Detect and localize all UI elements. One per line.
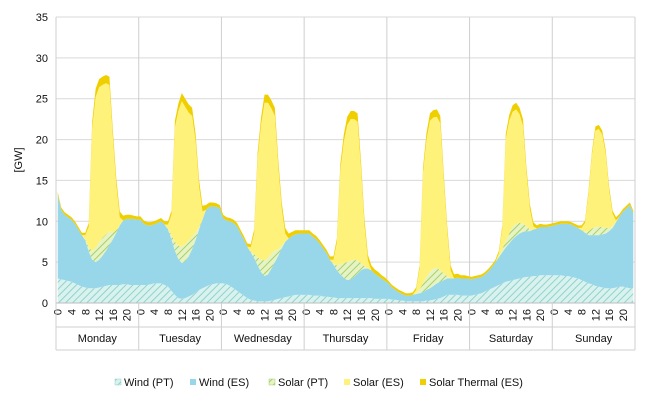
legend-swatch	[114, 378, 122, 386]
legend-label: Solar (PT)	[278, 377, 328, 389]
area-layer	[57, 75, 634, 303]
x-hour-tick-label: 8	[163, 309, 175, 315]
x-hour-tick-label: 4	[480, 309, 492, 315]
x-hour-tick-label: 4	[397, 309, 409, 315]
x-hour-tick-label: 0	[135, 309, 147, 315]
y-tick-label: 25	[36, 94, 48, 106]
x-hour-tick-label: 8	[80, 309, 92, 315]
x-hour-tick-label: 12	[425, 309, 437, 321]
x-hour-tick-label: 4	[315, 309, 327, 315]
x-hour-tick-label: 0	[466, 309, 478, 315]
x-hour-tick-label: 16	[356, 309, 368, 321]
legend: Wind (PT) Wind (ES) Solar (PT) Solar (ES) So…	[114, 377, 523, 389]
x-hour-tick-label: 8	[246, 309, 258, 315]
x-hour-tick-label: 12	[508, 309, 520, 321]
area-wind-pt	[57, 275, 634, 303]
x-hour-tick-label: 20	[453, 309, 465, 321]
x-hour-tick-label: 20	[287, 309, 299, 321]
x-hour-tick-label: 12	[177, 309, 189, 321]
y-tick-label: 0	[42, 298, 48, 310]
legend-swatch	[268, 378, 276, 386]
legend-label: Solar (ES)	[353, 377, 404, 389]
y-tick-label: 30	[36, 53, 48, 65]
day-label: Thursday	[323, 333, 369, 345]
x-hour-tick-label: 20	[370, 309, 382, 321]
legend-label: Wind (PT)	[124, 377, 174, 389]
y-tick-label: 35	[36, 12, 48, 24]
day-label: Sunday	[575, 333, 613, 345]
x-hour-tick-label: 16	[439, 309, 451, 321]
area-solar-es	[57, 83, 634, 296]
legend-swatch	[190, 379, 196, 385]
x-hour-tick-label: 16	[191, 309, 203, 321]
legend-swatch	[344, 379, 350, 385]
x-hour-tick-label: 20	[204, 309, 216, 321]
legend-label: Solar Thermal (ES)	[429, 377, 523, 389]
x-hour-tick-label: 20	[618, 309, 630, 321]
x-hour-tick-label: 20	[535, 309, 547, 321]
x-hour-tick-label: 8	[494, 309, 506, 315]
legend-swatch	[420, 379, 426, 385]
x-hour-tick-label: 12	[260, 309, 272, 321]
day-label: Tuesday	[159, 333, 201, 345]
x-hour-tick-label: 4	[67, 309, 79, 315]
area-solar-pt	[57, 194, 634, 296]
x-hour-tick-label: 12	[94, 309, 106, 321]
y-tick-label: 10	[36, 216, 48, 228]
legend-label: Wind (ES)	[199, 377, 249, 389]
y-tick-label: 20	[36, 135, 48, 147]
x-hour-tick-label: 0	[384, 309, 396, 315]
x-hour-tick-label: 4	[563, 309, 575, 315]
area-wind-es	[57, 194, 634, 302]
x-hour-tick-label: 4	[232, 309, 244, 315]
x-hour-tick-label: 0	[53, 309, 65, 315]
x-hour-tick-label: 12	[342, 309, 354, 321]
x-hour-tick-label: 16	[521, 309, 533, 321]
x-hour-tick-label: 8	[411, 309, 423, 315]
x-hour-tick-label: 0	[301, 309, 313, 315]
x-hour-tick-label: 20	[122, 309, 134, 321]
day-label: Monday	[78, 333, 118, 345]
x-hour-tick-label: 16	[108, 309, 120, 321]
x-hour-tick-label: 0	[549, 309, 561, 315]
x-hour-tick-label: 16	[273, 309, 285, 321]
day-label: Saturday	[489, 333, 534, 345]
x-hour-tick-label: 4	[149, 309, 161, 315]
day-label: Wednesday	[234, 333, 292, 345]
x-hour-tick-label: 8	[577, 309, 589, 315]
x-hour-tick-label: 12	[590, 309, 602, 321]
x-hour-tick-label: 16	[604, 309, 616, 321]
y-tick-label: 15	[36, 175, 48, 187]
x-hour-tick-label: 0	[218, 309, 230, 315]
y-axis-label: [GW]	[13, 147, 25, 172]
y-tick-label: 5	[42, 257, 48, 269]
day-label: Friday	[413, 333, 444, 345]
x-hour-tick-label: 8	[328, 309, 340, 315]
